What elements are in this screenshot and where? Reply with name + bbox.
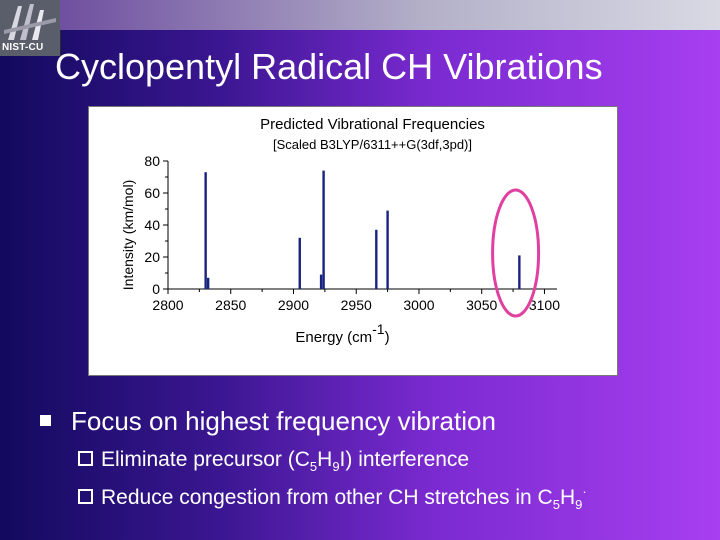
sub1-before: Eliminate precursor (C [101, 448, 310, 471]
x-tick-label: 2800 [152, 297, 183, 313]
sub2-before: Reduce congestion from other CH stretche… [101, 486, 553, 509]
sub1-mid: H [317, 448, 333, 471]
top-banner [60, 0, 720, 30]
y-tick-label: 80 [144, 153, 160, 169]
square-bullet-icon [40, 414, 51, 426]
sub1-sub1: 5 [309, 459, 318, 475]
y-axis-label: Intensity (km/mol) [120, 180, 136, 290]
spectrum-bar [322, 170, 325, 289]
spectrum-bar [386, 210, 389, 289]
y-tick-label: 0 [152, 281, 160, 297]
logo-label: NIST-CU [2, 42, 44, 53]
spectrum-bar [298, 237, 301, 289]
sub-bullet-2: Reduce congestion from other CH stretche… [78, 484, 587, 512]
sub1-sub2: 9 [332, 459, 340, 475]
highlight-ellipse [491, 188, 541, 318]
x-tick-label: 2900 [278, 297, 309, 313]
x-tick-label: 3100 [529, 297, 560, 313]
main-bullet-text: Focus on highest frequency vibration [71, 406, 496, 436]
slide-title: Cyclopentyl Radical CH Vibrations [55, 46, 603, 87]
checkbox-bullet-icon [78, 450, 93, 466]
checkbox-bullet-icon [78, 488, 93, 504]
x-tick-label: 2850 [215, 297, 246, 313]
spectrum-bar [518, 255, 521, 289]
spectrum-bar [375, 229, 378, 289]
x-axis-label: Energy (cm-1) [295, 321, 389, 346]
x-tick-label: 2950 [341, 297, 372, 313]
spectrum-bar [319, 274, 323, 289]
y-tick-label: 60 [144, 185, 160, 201]
spectrum-chart: Predicted Vibrational Frequencies [Scaled… [120, 116, 560, 346]
logo-emblem-icon [4, 4, 56, 40]
spectrum-bar [204, 172, 207, 289]
main-bullet: Focus on highest frequency vibration [40, 406, 496, 437]
chart-title: Predicted Vibrational Frequencies [260, 116, 485, 133]
chart-subtitle: [Scaled B3LYP/6311++G(3df,3pd)] [273, 137, 472, 152]
x-tick-label: 3050 [466, 297, 497, 313]
y-tick-label: 40 [144, 217, 160, 233]
chart-panel: Predicted Vibrational Frequencies [Scaled… [88, 106, 618, 376]
nist-cu-logo: NIST-CU [0, 0, 61, 56]
x-tick-label: 3000 [403, 297, 434, 313]
sub2-sup: · [582, 484, 587, 499]
sub-bullet-1: Eliminate precursor (C5H9I) interference [78, 448, 469, 474]
sub2-sub2: 9 [575, 497, 583, 513]
sub1-after: I) interference [339, 448, 470, 471]
sub2-sub1: 5 [552, 497, 560, 513]
sub2-mid: H [559, 486, 576, 509]
y-tick-label: 20 [144, 249, 160, 265]
spectrum-bar [206, 277, 210, 289]
